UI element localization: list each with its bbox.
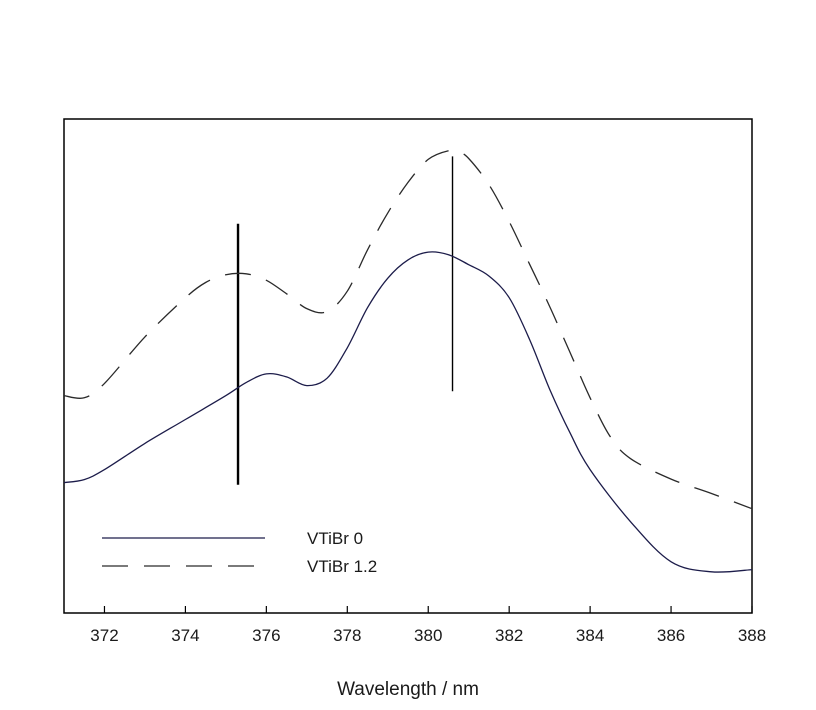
x-axis: 372 374 376 378 380 382 384 386 388	[90, 606, 766, 645]
x-tick-label-376: 376	[252, 626, 280, 645]
series-line-0	[63, 251, 753, 573]
plot-area-frame	[63, 118, 753, 614]
legend-label-1: VTiBr 1.2	[307, 557, 377, 576]
x-axis-title: Wavelength / nm	[337, 679, 479, 700]
x-tick-label-374: 374	[171, 626, 199, 645]
series-layer	[63, 149, 753, 573]
x-tick-label-380: 380	[414, 626, 442, 645]
x-tick-label-378: 378	[333, 626, 361, 645]
x-tick-label-382: 382	[495, 626, 523, 645]
x-tick-label-386: 386	[657, 626, 685, 645]
legend: VTiBr 0 VTiBr 1.2	[102, 529, 377, 576]
x-tick-label-372: 372	[90, 626, 118, 645]
x-tick-label-384: 384	[576, 626, 604, 645]
series-line-1	[63, 149, 753, 510]
vertical-markers	[236, 156, 454, 485]
legend-label-0: VTiBr 0	[307, 529, 363, 548]
x-tick-label-388: 388	[738, 626, 766, 645]
